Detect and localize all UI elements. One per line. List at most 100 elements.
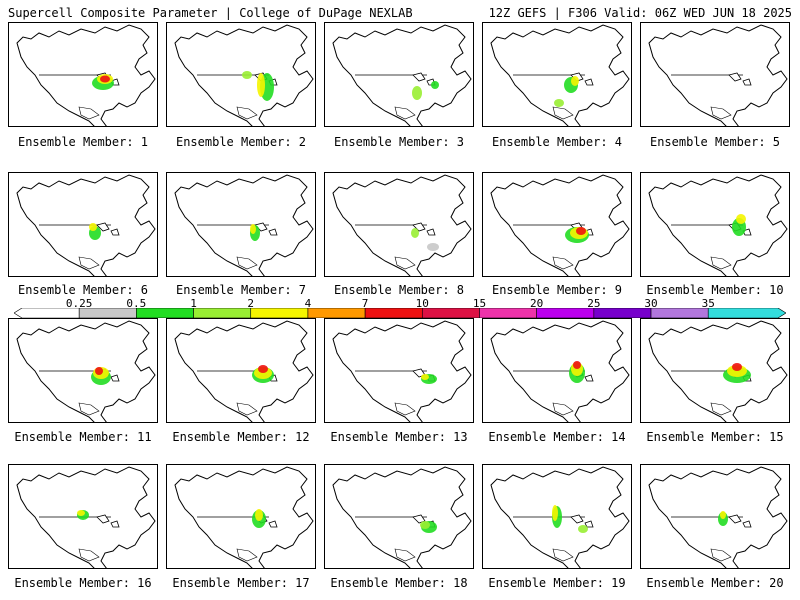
member-map-14 xyxy=(482,318,632,423)
base-map xyxy=(332,466,472,568)
member-map-8 xyxy=(324,172,474,277)
member-caption: Ensemble Member: 13 xyxy=(330,430,468,444)
scp-contour xyxy=(720,511,726,519)
base-map xyxy=(490,466,630,568)
member-caption: Ensemble Member: 12 xyxy=(172,430,310,444)
scp-contour xyxy=(95,367,103,375)
base-map xyxy=(174,466,314,568)
member-map-20 xyxy=(640,464,790,569)
member-caption: Ensemble Member: 11 xyxy=(14,430,152,444)
scp-contour xyxy=(250,224,256,234)
scp-contour xyxy=(255,509,263,521)
scale-tick-label: 35 xyxy=(701,297,715,310)
member-map-9 xyxy=(482,172,632,277)
member-map-11 xyxy=(8,318,158,423)
scp-contour xyxy=(77,510,85,516)
member-map-7 xyxy=(166,172,316,277)
member-map-1 xyxy=(8,22,158,127)
member-map-4 xyxy=(482,22,632,127)
base-map xyxy=(174,174,314,276)
base-map xyxy=(490,24,630,126)
scp-contour xyxy=(552,505,558,521)
base-map xyxy=(332,320,472,422)
base-map xyxy=(332,24,472,126)
scale-segment xyxy=(193,308,252,318)
member-caption: Ensemble Member: 2 xyxy=(175,135,307,149)
member-map-18 xyxy=(324,464,474,569)
member-map-5 xyxy=(640,22,790,127)
base-map xyxy=(16,320,156,422)
scale-tick-label: 0.25 xyxy=(65,297,93,310)
scp-contour xyxy=(257,73,265,97)
member-caption: Ensemble Member: 5 xyxy=(649,135,781,149)
member-caption: Ensemble Member: 7 xyxy=(175,283,307,297)
member-map-19 xyxy=(482,464,632,569)
member-caption: Ensemble Member: 19 xyxy=(488,576,626,590)
color-scale-bar xyxy=(14,308,786,318)
scp-contour xyxy=(242,71,252,79)
scp-contour xyxy=(412,86,422,100)
member-map-6 xyxy=(8,172,158,277)
scale-segment xyxy=(593,308,652,318)
scp-contour xyxy=(427,243,439,251)
scale-segment xyxy=(250,308,309,318)
scp-contour xyxy=(421,374,429,380)
scp-contour xyxy=(411,228,419,238)
member-map-15 xyxy=(640,318,790,423)
scp-contour xyxy=(258,365,268,373)
base-map xyxy=(490,320,630,422)
member-map-17 xyxy=(166,464,316,569)
member-map-12 xyxy=(166,318,316,423)
member-caption: Ensemble Member: 18 xyxy=(330,576,468,590)
base-map xyxy=(648,24,788,126)
scp-contour xyxy=(420,521,430,529)
member-caption: Ensemble Member: 3 xyxy=(333,135,465,149)
member-caption: Ensemble Member: 14 xyxy=(488,430,626,444)
base-map xyxy=(174,320,314,422)
member-map-16 xyxy=(8,464,158,569)
scale-tick-label: 20 xyxy=(530,297,544,310)
member-caption: Ensemble Member: 16 xyxy=(14,576,152,590)
base-map xyxy=(16,174,156,276)
scale-tick-label: 25 xyxy=(587,297,601,310)
scale-tick-label: 1 xyxy=(190,297,197,310)
member-caption: Ensemble Member: 20 xyxy=(646,576,784,590)
scp-contour xyxy=(576,227,586,235)
base-map xyxy=(174,24,314,126)
scp-contour xyxy=(554,99,564,107)
scp-contour xyxy=(100,75,110,83)
scale-tick-label: 7 xyxy=(361,297,369,310)
scale-tick-label: 30 xyxy=(644,297,658,310)
scale-tick-label: 4 xyxy=(304,297,312,310)
member-caption: Ensemble Member: 4 xyxy=(491,135,623,149)
member-caption: Ensemble Member: 10 xyxy=(646,283,784,297)
scale-segment xyxy=(536,308,595,318)
base-map xyxy=(648,174,788,276)
scale-segment xyxy=(479,308,537,318)
scp-contour xyxy=(578,525,588,533)
base-map xyxy=(332,174,472,276)
scale-arrow-right xyxy=(707,308,786,318)
member-map-3 xyxy=(324,22,474,127)
member-caption: Ensemble Member: 17 xyxy=(172,576,310,590)
base-map xyxy=(16,24,156,126)
member-caption: Ensemble Member: 8 xyxy=(333,283,465,297)
member-map-10 xyxy=(640,172,790,277)
scale-segment xyxy=(364,308,423,318)
member-caption: Ensemble Member: 15 xyxy=(646,430,784,444)
scp-contour xyxy=(431,81,439,89)
scale-tick-label: 15 xyxy=(472,297,487,310)
member-map-13 xyxy=(324,318,474,423)
scp-contour xyxy=(571,76,579,86)
scp-contour xyxy=(736,214,746,224)
member-caption: Ensemble Member: 6 xyxy=(17,283,149,297)
scale-segment xyxy=(307,308,366,318)
scp-contour xyxy=(573,361,581,369)
member-caption: Ensemble Member: 1 xyxy=(17,135,149,149)
member-map-2 xyxy=(166,22,316,127)
scp-contour xyxy=(89,223,97,231)
run-info: 12Z GEFS | F306 Valid: 06Z WED JUN 18 20… xyxy=(488,6,792,20)
scale-tick-label: 0.5 xyxy=(126,297,147,310)
scale-tick-label: 2 xyxy=(247,297,255,310)
base-map xyxy=(648,466,788,568)
